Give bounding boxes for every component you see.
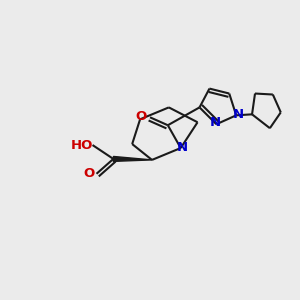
Text: HO: HO	[70, 139, 93, 152]
Text: N: N	[232, 108, 244, 121]
Text: O: O	[83, 167, 94, 180]
Polygon shape	[113, 156, 152, 161]
Text: N: N	[177, 140, 188, 154]
Text: O: O	[136, 110, 147, 123]
Text: N: N	[210, 116, 221, 129]
